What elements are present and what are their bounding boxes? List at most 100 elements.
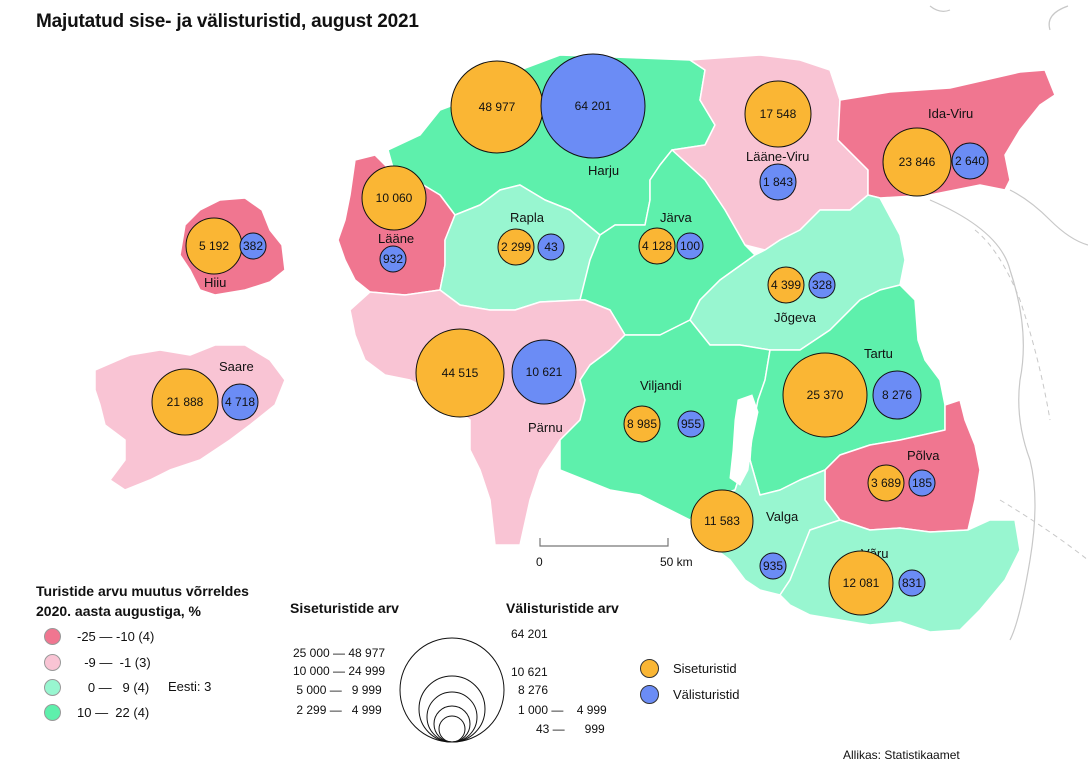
jogeva-foreign-value: 328 bbox=[812, 278, 832, 292]
valga-foreign-circle bbox=[759, 552, 787, 580]
domestic-class: 25 000 — 48 977 bbox=[293, 646, 386, 660]
jogeva-domestic-circle bbox=[767, 266, 805, 304]
legend-item-label: 10 — 22 (4) bbox=[77, 704, 150, 720]
voru-domestic-circle bbox=[828, 550, 894, 616]
domestic-size-title: Siseturistide arv bbox=[290, 600, 399, 616]
legend-swatch bbox=[44, 653, 61, 671]
tartu-domestic-value: 25 370 bbox=[807, 388, 844, 402]
county-label-rapla: Rapla bbox=[510, 210, 545, 225]
county-label-valga: Valga bbox=[766, 509, 799, 524]
laane-domestic-circle bbox=[361, 165, 427, 231]
jogeva-domestic-value: 4 399 bbox=[771, 278, 801, 292]
size-legend-circles bbox=[399, 637, 505, 743]
foreign-class: 1 000 — 4 999 bbox=[518, 703, 607, 717]
ida-viru-domestic-value: 23 846 bbox=[899, 155, 936, 169]
map-title: Majutatud sise- ja välisturistid, august… bbox=[36, 11, 419, 32]
hiiu-foreign-circle bbox=[239, 232, 267, 260]
scale-end: 50 km bbox=[660, 555, 693, 569]
legend-item-label: 0 — 9 (4) bbox=[77, 679, 150, 695]
county-label-hiiu: Hiiu bbox=[204, 275, 226, 290]
ida-viru-foreign-circle bbox=[951, 142, 989, 180]
change-legend-title-line1: Turistide arvu muutus võrreldes bbox=[36, 583, 249, 599]
tartu-domestic-circle bbox=[782, 352, 868, 438]
county-label-polva: Põlva bbox=[907, 448, 940, 463]
harju-domestic-value: 48 977 bbox=[479, 100, 516, 114]
change-legend-title: Turistide arvu muutus võrreldes 2020. aa… bbox=[36, 581, 296, 621]
rapla-foreign-circle bbox=[537, 233, 565, 261]
laane-foreign-circle bbox=[379, 245, 407, 273]
laane-viru-foreign-value: 1 843 bbox=[763, 175, 793, 189]
domestic-class: 10 000 — 24 999 bbox=[293, 664, 386, 678]
scale-zero: 0 bbox=[536, 555, 543, 569]
foreign-dot-legend: Välisturistid bbox=[640, 684, 739, 704]
hiiu-foreign-value: 382 bbox=[243, 239, 263, 253]
change-legend-title-line2: 2020. aasta augustiga, % bbox=[36, 603, 201, 619]
domestic-class: 5 000 — 9 999 bbox=[293, 683, 382, 697]
neighbour-outline bbox=[929, 5, 1088, 641]
eesti-value: Eesti: 3 bbox=[168, 679, 212, 694]
county-label-tartu: Tartu bbox=[864, 346, 893, 361]
laane-viru-foreign-circle bbox=[759, 163, 797, 201]
foreign-class: 10 621 bbox=[511, 665, 548, 679]
parnu-domestic-circle bbox=[415, 328, 505, 418]
change-legend-item: -9 — -1 (3) bbox=[44, 652, 151, 672]
county-label-jarva: Järva bbox=[660, 210, 693, 225]
valga-foreign-value: 935 bbox=[763, 559, 783, 573]
jarva-domestic-circle bbox=[638, 227, 676, 265]
voru-foreign-circle bbox=[898, 569, 926, 597]
domestic-class: 2 299 — 4 999 bbox=[293, 703, 382, 717]
change-legend-item: 0 — 9 (4) bbox=[44, 677, 149, 697]
county-label-jogeva: Jõgeva bbox=[774, 310, 817, 325]
legend-swatch bbox=[44, 627, 61, 645]
foreign-class: 43 — 999 bbox=[536, 722, 605, 736]
tartu-foreign-value: 8 276 bbox=[882, 388, 912, 402]
voru-domestic-value: 12 081 bbox=[843, 576, 880, 590]
parnu-domestic-value: 44 515 bbox=[442, 366, 479, 380]
domestic-dot-label: Siseturistid bbox=[673, 660, 737, 676]
laane-foreign-value: 932 bbox=[383, 252, 403, 266]
rapla-domestic-value: 2 299 bbox=[501, 240, 531, 254]
neighbour-dash bbox=[974, 229, 1088, 561]
ida-viru-domestic-circle bbox=[882, 127, 952, 197]
county-label-ida-viru: Ida-Viru bbox=[928, 106, 973, 121]
saare-domestic-circle bbox=[151, 368, 219, 436]
viljandi-domestic-circle bbox=[623, 405, 661, 443]
polva-foreign-value: 185 bbox=[912, 476, 932, 490]
jarva-foreign-value: 100 bbox=[680, 239, 700, 253]
domestic-dot-legend: Siseturistid bbox=[640, 658, 737, 678]
source-note: Allikas: Statistikaamet bbox=[843, 748, 960, 762]
county-label-laane-viru: Lääne-Viru bbox=[746, 149, 809, 164]
change-legend-item: -25 — -10 (4) bbox=[44, 626, 154, 646]
county-voru[interactable] bbox=[779, 519, 1021, 633]
saare-foreign-value: 4 718 bbox=[225, 395, 255, 409]
lake-vortsjarv bbox=[729, 394, 759, 486]
viljandi-domestic-value: 8 985 bbox=[627, 417, 657, 431]
county-label-harju: Harju bbox=[588, 163, 619, 178]
county-label-saare: Saare bbox=[219, 359, 254, 374]
viljandi-foreign-value: 955 bbox=[681, 417, 701, 431]
jarva-foreign-circle bbox=[676, 232, 704, 260]
saare-foreign-circle bbox=[221, 383, 259, 421]
laane-viru-domestic-value: 17 548 bbox=[760, 107, 797, 121]
polva-foreign-circle bbox=[908, 469, 936, 497]
ida-viru-foreign-value: 2 640 bbox=[955, 154, 985, 168]
tartu-foreign-circle bbox=[872, 370, 922, 420]
voru-foreign-value: 831 bbox=[902, 576, 922, 590]
legend-item-label: -25 — -10 (4) bbox=[77, 628, 155, 644]
domestic-dot-icon bbox=[640, 658, 659, 678]
foreign-class: 8 276 bbox=[518, 683, 549, 697]
laane-domestic-value: 10 060 bbox=[376, 191, 413, 205]
legend-item-label: -9 — -1 (3) bbox=[77, 654, 151, 670]
foreign-size-title: Välisturistide arv bbox=[506, 600, 619, 616]
foreign-dot-icon bbox=[640, 684, 659, 704]
scale-bar bbox=[539, 538, 669, 547]
parnu-foreign-circle bbox=[511, 339, 577, 405]
change-legend-item: 10 — 22 (4) bbox=[44, 702, 149, 722]
county-label-laane: Lääne bbox=[378, 231, 414, 246]
saare-domestic-value: 21 888 bbox=[167, 395, 204, 409]
county-label-parnu: Pärnu bbox=[528, 420, 563, 435]
foreign-class: 64 201 bbox=[511, 627, 548, 641]
rapla-foreign-value: 43 bbox=[544, 240, 558, 254]
polva-domestic-circle bbox=[867, 464, 905, 502]
